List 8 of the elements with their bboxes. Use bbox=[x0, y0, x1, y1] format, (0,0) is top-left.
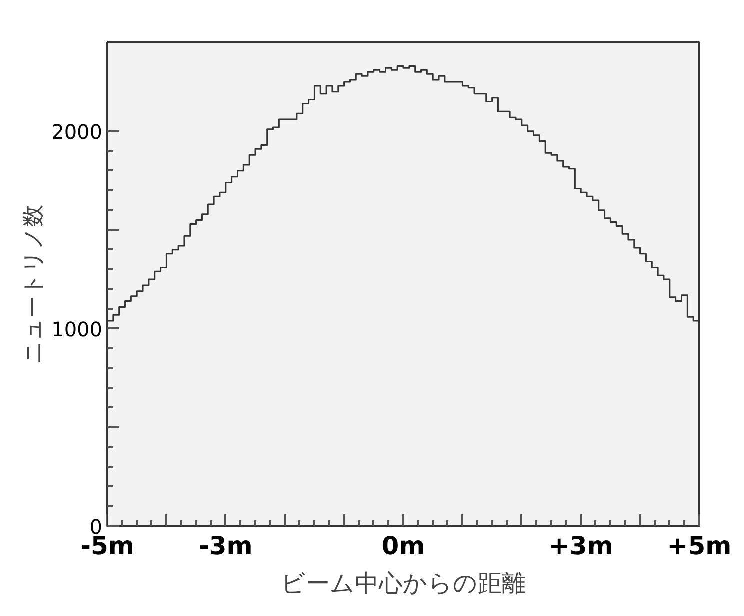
y-tick-label: 2000 bbox=[52, 120, 103, 144]
y-tick-label: 1000 bbox=[52, 317, 103, 342]
x-tick-label: +5m bbox=[667, 532, 732, 560]
x-axis-title: ビーム中心からの距離 bbox=[281, 570, 526, 598]
y-axis-title: ニュートリノ数 bbox=[22, 205, 47, 364]
x-tick-label: +3m bbox=[548, 532, 614, 560]
x-tick-label: 0m bbox=[382, 532, 426, 560]
x-tick-label: -3m bbox=[198, 532, 253, 560]
